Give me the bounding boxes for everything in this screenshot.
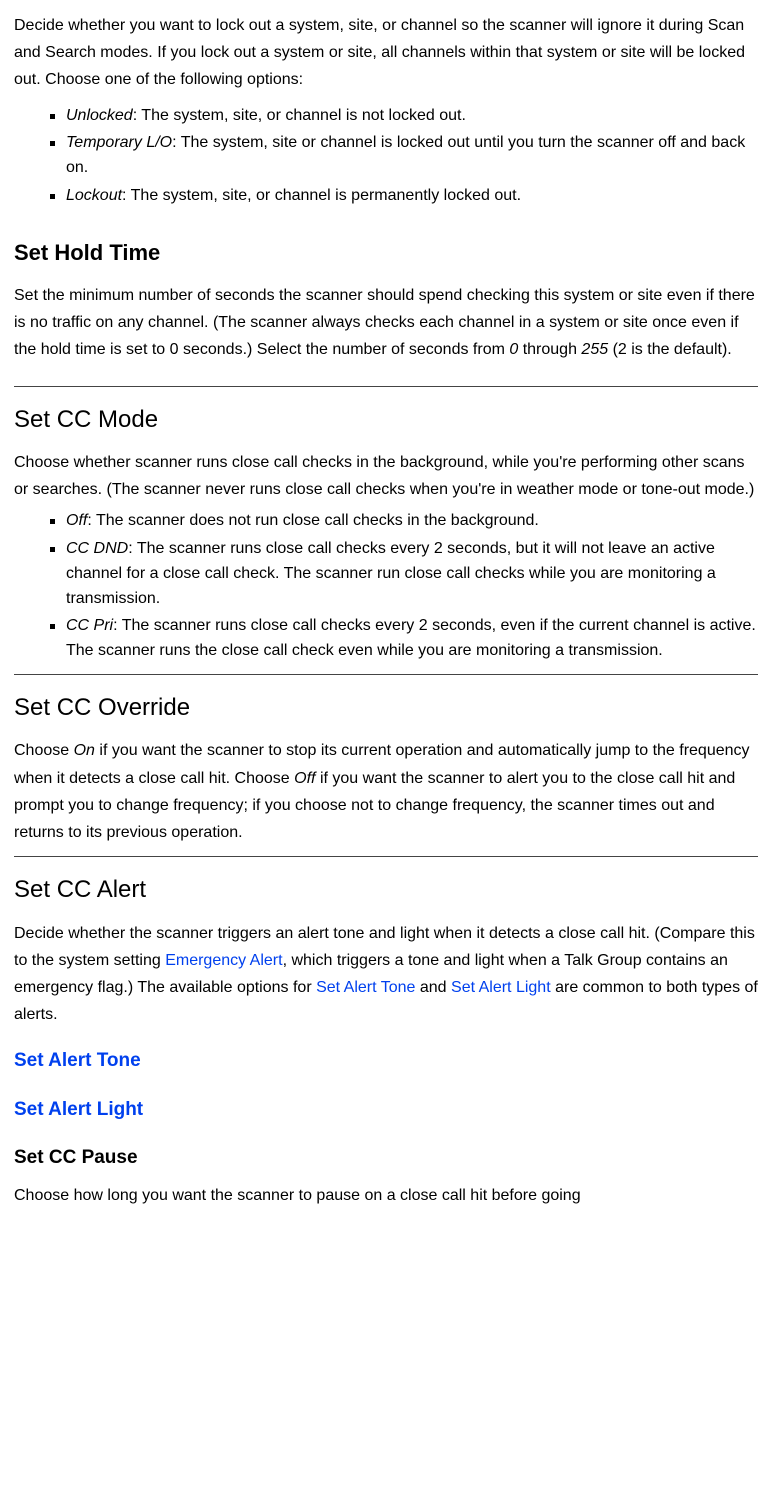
set-alert-light-link[interactable]: Set Alert Light: [451, 979, 551, 996]
option-term: Lockout: [66, 187, 122, 204]
cc-pause-body: Choose how long you want the scanner to …: [14, 1182, 758, 1209]
list-item: CC Pri: The scanner runs close call chec…: [50, 614, 758, 664]
cc-override-body: Choose On if you want the scanner to sto…: [14, 737, 758, 846]
alert-tone-heading[interactable]: Set Alert Tone: [14, 1046, 758, 1076]
value-on: On: [74, 742, 95, 759]
value-max: 255: [581, 341, 608, 358]
list-item: Temporary L/O: The system, site or chann…: [50, 131, 758, 181]
cc-pause-heading: Set CC Pause: [14, 1143, 758, 1173]
list-item: Lockout: The system, site, or channel is…: [50, 184, 758, 209]
list-item: Off: The scanner does not run close call…: [50, 509, 758, 534]
cc-override-heading: Set CC Override: [14, 689, 758, 727]
option-term: CC DND: [66, 540, 128, 557]
cc-mode-options-list: Off: The scanner does not run close call…: [14, 509, 758, 664]
divider: [14, 674, 758, 675]
text-fragment: and: [415, 979, 451, 996]
list-item: Unlocked: The system, site, or channel i…: [50, 104, 758, 129]
option-desc: : The scanner runs close call checks eve…: [66, 617, 756, 659]
text-fragment: (2 is the default).: [608, 341, 732, 358]
value-off: Off: [294, 770, 315, 787]
hold-time-heading: Set Hold Time: [14, 235, 758, 270]
alert-light-heading[interactable]: Set Alert Light: [14, 1095, 758, 1125]
option-desc: : The scanner runs close call checks eve…: [66, 540, 716, 607]
list-item: CC DND: The scanner runs close call chec…: [50, 537, 758, 611]
divider: [14, 386, 758, 387]
option-desc: : The system, site, or channel is not lo…: [133, 107, 466, 124]
set-alert-tone-link[interactable]: Set Alert Tone: [316, 979, 415, 996]
cc-mode-body: Choose whether scanner runs close call c…: [14, 449, 758, 503]
option-term: CC Pri: [66, 617, 113, 634]
divider: [14, 856, 758, 857]
option-term: Temporary L/O: [66, 134, 172, 151]
lockout-intro: Decide whether you want to lock out a sy…: [14, 12, 758, 94]
cc-alert-heading: Set CC Alert: [14, 871, 758, 909]
emergency-alert-link[interactable]: Emergency Alert: [165, 952, 282, 969]
cc-mode-heading: Set CC Mode: [14, 401, 758, 439]
option-desc: : The scanner does not run close call ch…: [87, 512, 539, 529]
value-min: 0: [509, 341, 518, 358]
option-term: Off: [66, 512, 87, 529]
option-desc: : The system, site, or channel is perman…: [122, 187, 521, 204]
lockout-options-list: Unlocked: The system, site, or channel i…: [14, 104, 758, 209]
hold-time-body: Set the minimum number of seconds the sc…: [14, 282, 758, 364]
text-fragment: Choose: [14, 742, 74, 759]
text-fragment: through: [518, 341, 581, 358]
option-term: Unlocked: [66, 107, 133, 124]
cc-alert-body: Decide whether the scanner triggers an a…: [14, 920, 758, 1029]
